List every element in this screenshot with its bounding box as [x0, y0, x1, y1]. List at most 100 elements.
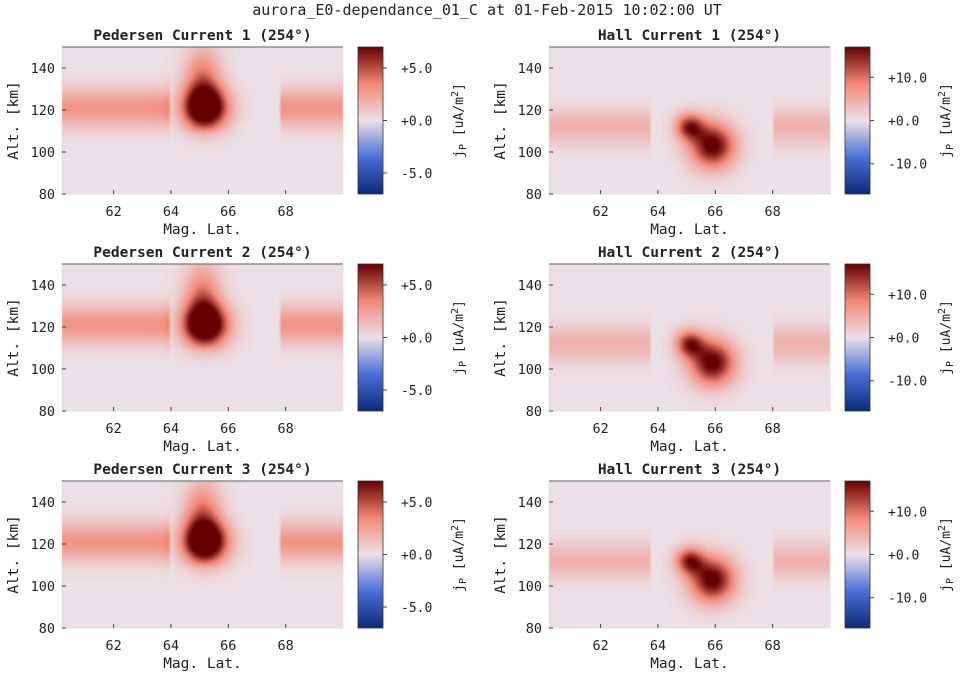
heatmap-image [549, 481, 830, 628]
y-axis-label: Alt. [km] [6, 298, 22, 377]
colorbar-tick-label: +0.0 [401, 332, 432, 347]
y-axis-label: Alt. [km] [493, 81, 509, 160]
x-tick-label: 64 [650, 204, 666, 220]
x-tick-label: 66 [707, 421, 723, 437]
y-tick-label: 140 [31, 278, 55, 294]
plot-frame [548, 46, 831, 195]
x-axis-label: Mag. Lat. [163, 439, 242, 455]
panel-3: Pedersen Current 2 (254°) 62 64 66 68 80 100 12… [6, 245, 469, 455]
y-tick-label: 120 [31, 537, 55, 553]
heatmap-image [62, 264, 343, 411]
y-tick-label: 80 [39, 404, 55, 420]
colorbar-tick-label: +5.0 [401, 496, 432, 511]
x-tick-label: 64 [650, 421, 666, 437]
colorbar-tick-label: -5.0 [401, 601, 432, 616]
colorbar-tick-label: -10.0 [888, 158, 927, 173]
heatmap-image [549, 47, 830, 194]
x-tick-label: 62 [105, 421, 121, 437]
y-axis-label: Alt. [km] [6, 515, 22, 594]
panel-6: Hall Current 3 (254°) 62 64 66 68 80 100 120 140… [493, 462, 956, 672]
colorbar [844, 263, 871, 412]
colorbar-tick-label: -5.0 [401, 167, 432, 182]
y-tick-label: 140 [31, 495, 55, 511]
y-tick-label: 140 [518, 495, 542, 511]
colorbar-tick-label: +5.0 [401, 279, 432, 294]
colorbar [357, 480, 384, 629]
panel-4: Hall Current 2 (254°) 62 64 66 68 80 100 120 140… [493, 245, 956, 455]
y-tick-label: 80 [39, 621, 55, 637]
x-tick-label: 66 [707, 638, 723, 654]
panel-title: Hall Current 3 (254°) [598, 462, 781, 478]
plot-frame [548, 263, 831, 412]
colorbar-label: jP [uA/m2] [937, 300, 956, 375]
panel-5: Pedersen Current 3 (254°) 62 64 66 68 80 100 12… [6, 462, 469, 672]
colorbar [357, 263, 384, 412]
x-tick-label: 62 [592, 638, 608, 654]
x-tick-label: 62 [592, 421, 608, 437]
x-tick-label: 68 [765, 204, 781, 220]
panel-title: Pedersen Current 1 (254°) [93, 28, 311, 44]
heatmap-image [62, 47, 343, 194]
colorbar-tick-label: -5.0 [401, 384, 432, 399]
x-axis-label: Mag. Lat. [650, 439, 729, 455]
x-tick-label: 64 [650, 638, 666, 654]
y-tick-label: 140 [518, 61, 542, 77]
y-tick-label: 80 [526, 404, 542, 420]
y-tick-label: 100 [518, 362, 542, 378]
heatmap-image [62, 481, 343, 628]
colorbar-tick-label: +0.0 [888, 115, 919, 130]
x-tick-label: 66 [220, 204, 236, 220]
y-axis-label: Alt. [km] [493, 298, 509, 377]
x-axis-label: Mag. Lat. [163, 222, 242, 238]
colorbar-tick-label: +0.0 [401, 549, 432, 564]
x-tick-label: 62 [105, 204, 121, 220]
colorbar-tick-label: +0.0 [401, 115, 432, 130]
x-axis-label: Mag. Lat. [650, 656, 729, 672]
x-tick-label: 66 [220, 421, 236, 437]
plot-frame [61, 480, 344, 629]
colorbar-tick-label: -10.0 [888, 592, 927, 607]
y-tick-label: 80 [39, 187, 55, 203]
x-tick-label: 68 [278, 421, 294, 437]
colorbar [844, 46, 871, 195]
x-tick-label: 66 [220, 638, 236, 654]
y-tick-label: 120 [518, 320, 542, 336]
panel-title: Pedersen Current 3 (254°) [93, 462, 311, 478]
colorbar-label: jP [uA/m2] [937, 83, 956, 158]
x-tick-label: 68 [278, 638, 294, 654]
x-tick-label: 64 [163, 638, 179, 654]
colorbar [844, 480, 871, 629]
heatmap-image [549, 264, 830, 411]
colorbar-tick-label: +5.0 [401, 62, 432, 77]
colorbar-tick-label: +10.0 [888, 288, 927, 303]
panel-title: Hall Current 1 (254°) [598, 28, 781, 44]
x-tick-label: 68 [278, 204, 294, 220]
x-axis-label: Mag. Lat. [650, 222, 729, 238]
colorbar-label: jP [uA/m2] [450, 83, 469, 158]
y-tick-label: 140 [31, 61, 55, 77]
figure-title: aurora_E0-dependance_01_C at 01-Feb-2015… [252, 1, 722, 19]
panel-1: Pedersen Current 1 (254°) 62 64 66 68 80 100 12… [6, 28, 469, 238]
x-axis-label: Mag. Lat. [163, 656, 242, 672]
colorbar [357, 46, 384, 195]
panel-title: Hall Current 2 (254°) [598, 245, 781, 261]
plot-frame [61, 46, 344, 195]
colorbar-label: jP [uA/m2] [450, 300, 469, 375]
x-tick-label: 64 [163, 421, 179, 437]
colorbar-tick-label: +0.0 [888, 332, 919, 347]
y-tick-label: 120 [518, 537, 542, 553]
y-tick-label: 120 [31, 103, 55, 119]
y-axis-label: Alt. [km] [6, 81, 22, 160]
panel-title: Pedersen Current 2 (254°) [93, 245, 311, 261]
plot-frame [548, 480, 831, 629]
x-tick-label: 68 [765, 638, 781, 654]
colorbar-tick-label: +0.0 [888, 549, 919, 564]
x-tick-label: 64 [163, 204, 179, 220]
x-tick-label: 62 [592, 204, 608, 220]
x-tick-label: 68 [765, 421, 781, 437]
x-tick-label: 62 [105, 638, 121, 654]
colorbar-tick-label: +10.0 [888, 71, 927, 86]
y-axis-label: Alt. [km] [493, 515, 509, 594]
colorbar-tick-label: +10.0 [888, 505, 927, 520]
